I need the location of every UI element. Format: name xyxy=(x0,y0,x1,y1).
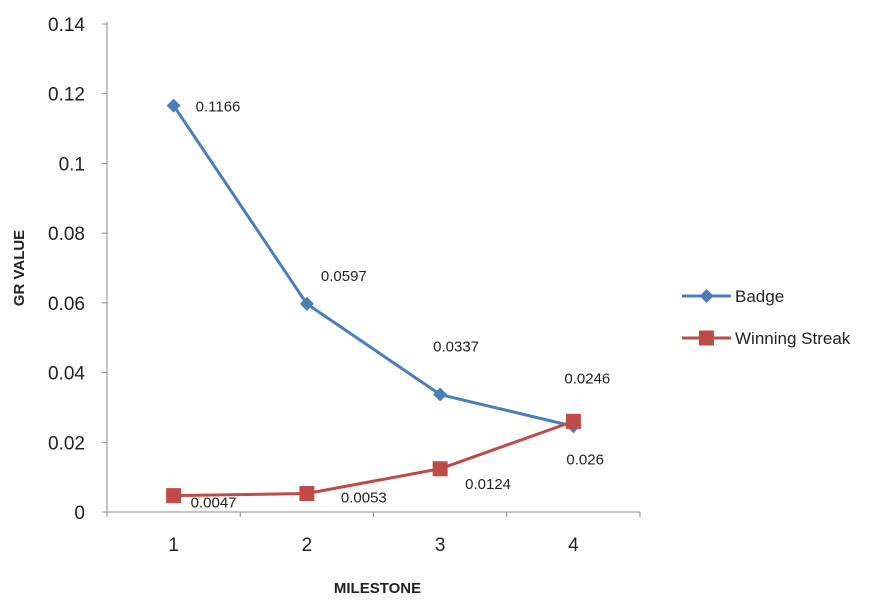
data-point-marker xyxy=(166,98,181,113)
y-tick-label: 0.04 xyxy=(48,364,85,385)
data-label: 0.1166 xyxy=(196,99,241,116)
data-label: 0.0047 xyxy=(191,495,237,512)
x-axis-title: MILESTONE xyxy=(334,580,421,597)
data-label: 0.0053 xyxy=(341,490,387,507)
legend-label: Winning Streak xyxy=(735,329,851,348)
y-tick-label: 0.02 xyxy=(48,433,85,454)
legend-item: Badge xyxy=(682,287,784,306)
y-tick-label: 0.06 xyxy=(48,294,85,315)
x-axis-ticks: 1 2 3 4 xyxy=(106,512,641,556)
data-point-marker xyxy=(166,488,182,504)
y-axis-ticks: 0 0.02 0.04 0.06 0.08 0.1 0.12 0.14 xyxy=(48,15,107,524)
data-point-marker xyxy=(299,486,315,502)
legend-item: Winning Streak xyxy=(682,329,851,348)
data-labels: 0.1166 0.0597 0.0337 0.0246 0.0047 0.0053 0.01… xyxy=(191,99,611,512)
y-tick-label: 0.12 xyxy=(48,85,85,106)
series-badge xyxy=(166,98,581,434)
legend-swatch-marker xyxy=(699,330,714,346)
y-tick-label: 0.08 xyxy=(48,224,85,245)
data-label: 0.0246 xyxy=(564,370,610,387)
x-tick-label: 4 xyxy=(568,535,579,556)
data-label: 0.0337 xyxy=(433,339,479,356)
data-point-marker xyxy=(433,387,448,402)
y-tick-label: 0 xyxy=(74,503,85,524)
y-tick-label: 0.1 xyxy=(59,154,85,175)
series-line xyxy=(172,104,574,428)
data-point-marker xyxy=(565,413,581,429)
legend: Badge Winning Streak xyxy=(682,287,851,348)
series-line xyxy=(173,419,574,498)
x-tick-label: 1 xyxy=(168,535,179,556)
series-layer xyxy=(166,98,581,504)
data-label: 0.0597 xyxy=(321,268,367,285)
x-tick-label: 3 xyxy=(435,535,446,556)
series-winning-streak xyxy=(166,413,581,504)
legend-label: Badge xyxy=(735,287,784,306)
axes xyxy=(106,22,640,513)
x-tick-label: 2 xyxy=(302,535,313,556)
data-point-marker xyxy=(299,296,314,311)
data-label: 0.0124 xyxy=(465,476,511,493)
y-tick-label: 0.14 xyxy=(48,15,85,36)
legend-swatch-marker xyxy=(699,289,714,303)
data-label: 0.026 xyxy=(566,451,604,468)
data-point-marker xyxy=(432,461,448,477)
y-axis-title: GR VALUE xyxy=(11,230,28,306)
